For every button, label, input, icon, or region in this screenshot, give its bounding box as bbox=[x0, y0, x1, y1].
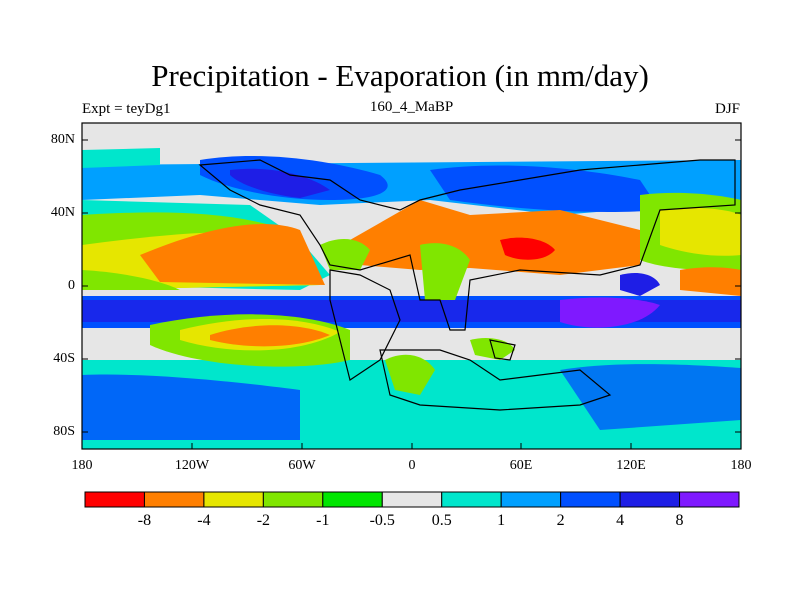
maritime-wet bbox=[620, 273, 660, 296]
lat-label-40n: 40N bbox=[50, 205, 75, 220]
south-america-outline bbox=[329, 269, 401, 381]
season-label: DJF bbox=[714, 101, 740, 117]
colorbar-label-5: 0.5 bbox=[431, 512, 452, 529]
colorbar-swatch-10 bbox=[679, 491, 740, 508]
colorbar-label-7: 2 bbox=[556, 512, 565, 529]
colorbar bbox=[84, 491, 740, 508]
lon-label-60e: 60E bbox=[509, 458, 533, 473]
tethys-margin-green bbox=[320, 238, 370, 270]
south-pacific-very-dry bbox=[210, 325, 330, 347]
siberian-wet bbox=[430, 165, 660, 212]
colorbar-swatch-8 bbox=[560, 491, 621, 508]
colorbar-swatch-1 bbox=[143, 491, 205, 508]
north-atlantic-max bbox=[230, 168, 330, 198]
lat-label-40s: 40S bbox=[53, 351, 75, 366]
northern-continent-outline bbox=[198, 159, 736, 331]
colorbar-swatch-3 bbox=[262, 491, 324, 508]
lon-label-0: 0 bbox=[408, 458, 416, 473]
lon-ticks bbox=[81, 443, 742, 449]
lon-label-120w: 120W bbox=[174, 458, 210, 473]
colorbar-label-4: -0.5 bbox=[369, 512, 395, 529]
continental-extreme-dry bbox=[500, 237, 555, 260]
southern-ocean-wet bbox=[82, 374, 300, 440]
coastlines bbox=[198, 159, 736, 411]
colorbar-swatch-5 bbox=[381, 491, 443, 508]
colorbar-label-8: 4 bbox=[616, 512, 625, 529]
colorbar-swatch-4 bbox=[322, 491, 383, 508]
lon-label-180w: 180 bbox=[71, 458, 93, 473]
itcz-maximum bbox=[560, 297, 660, 328]
antarctica-gondwana-outline bbox=[379, 349, 612, 411]
colorbar-label-9: 8 bbox=[675, 512, 684, 529]
colorbar-swatch-6 bbox=[441, 491, 502, 508]
colorbar-label-2: -2 bbox=[256, 512, 271, 529]
lat-ticks bbox=[82, 139, 741, 433]
north-pacific-very-dry bbox=[140, 224, 325, 285]
lon-label-120e: 120E bbox=[616, 458, 646, 473]
eq-pacific-green bbox=[82, 270, 180, 290]
africa-north-green bbox=[420, 243, 470, 300]
lat-label-80s: 80S bbox=[53, 424, 75, 439]
west-pacific-very-dry bbox=[680, 267, 741, 296]
colorbar-swatch-0 bbox=[84, 491, 145, 508]
colorbar-label-1: -4 bbox=[197, 512, 211, 529]
arctic-fringe bbox=[82, 148, 160, 168]
map-subtitle: 160_4_MaBP bbox=[369, 99, 454, 115]
experiment-label: Expt = teyDg1 bbox=[82, 101, 171, 117]
colorbar-swatch-7 bbox=[500, 491, 562, 508]
lon-label-60w: 60W bbox=[288, 458, 316, 473]
map-field bbox=[82, 123, 741, 449]
colorbar-swatch-9 bbox=[619, 491, 681, 508]
lat-label-80n: 80N bbox=[50, 132, 75, 147]
gondwana-dry bbox=[385, 354, 435, 395]
map-title: Precipitation - Evaporation (in mm/day) bbox=[151, 58, 649, 93]
lat-label-0: 0 bbox=[68, 278, 75, 293]
madagascar-outline bbox=[489, 339, 516, 361]
lon-label-180e: 180 bbox=[730, 458, 752, 473]
colorbar-label-6: 1 bbox=[497, 512, 506, 529]
southern-ocean-wet-east bbox=[560, 364, 741, 430]
colorbar-label-0: -8 bbox=[137, 512, 152, 529]
west-pacific-dry bbox=[660, 207, 741, 256]
colorbar-label-3: -1 bbox=[316, 512, 330, 529]
colorbar-swatch-2 bbox=[203, 491, 264, 508]
